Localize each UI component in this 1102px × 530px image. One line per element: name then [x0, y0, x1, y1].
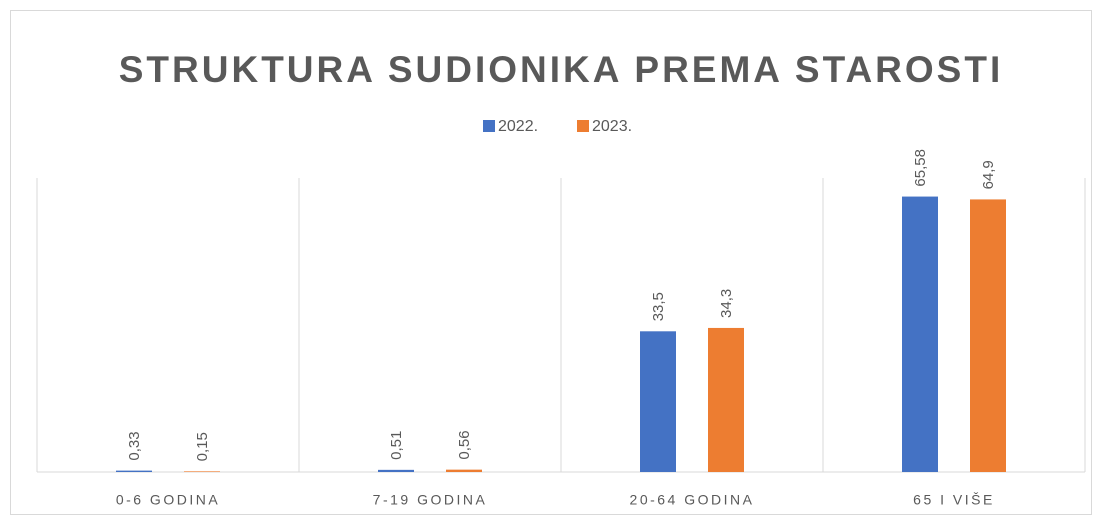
value-label: 0,56 [456, 430, 473, 459]
x-tick-label: 20-64 GODINA [630, 492, 755, 508]
legend-label: 2022. [498, 118, 538, 135]
bar [378, 469, 414, 472]
value-label: 0,51 [388, 431, 405, 460]
value-label: 34,3 [718, 289, 735, 318]
legend-swatch [577, 120, 589, 132]
value-label: 0,33 [126, 431, 143, 460]
bar [902, 196, 938, 472]
legend-swatch [483, 120, 495, 132]
chart-title: STRUKTURA SUDIONIKA PREMA STAROSTI [119, 49, 1003, 90]
legend-label: 2023. [592, 118, 632, 135]
bar [708, 327, 744, 472]
value-label: 0,15 [194, 432, 211, 461]
value-label: 33,5 [650, 292, 667, 321]
x-tick-label: 7-19 GODINA [373, 492, 488, 508]
bar [116, 470, 152, 472]
x-tick-label: 0-6 GODINA [116, 492, 220, 508]
value-label: 64,9 [980, 160, 997, 189]
bar [446, 469, 482, 472]
bar [970, 199, 1006, 473]
x-tick-label: 65 I VIŠE [913, 492, 995, 508]
bar [184, 471, 220, 472]
bar [640, 331, 676, 472]
value-label: 65,58 [912, 149, 929, 187]
